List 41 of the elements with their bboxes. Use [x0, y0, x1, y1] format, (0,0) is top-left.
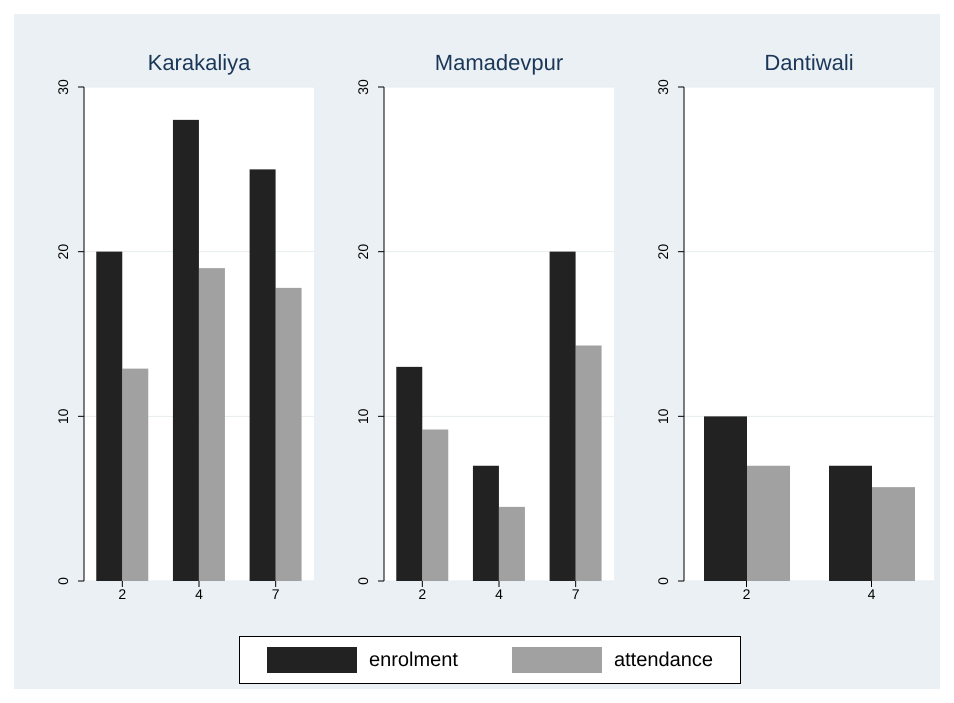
- y-tick-label: 10: [55, 408, 71, 424]
- y-tick-label: 0: [55, 576, 71, 585]
- y-tick-label: 0: [655, 576, 671, 585]
- chart-title: Karakaliya: [148, 50, 250, 75]
- x-tick-label: 4: [495, 586, 504, 602]
- bar: [396, 366, 422, 581]
- y-tick-label: 30: [355, 79, 371, 95]
- bar: [422, 430, 448, 581]
- y-tick-label: 10: [355, 408, 371, 424]
- x-tick-label: 2: [418, 586, 426, 602]
- y-tick-label: 30: [655, 79, 671, 95]
- bar: [829, 466, 872, 581]
- y-tick-label: 10: [655, 408, 671, 424]
- chart-title: Mamadevpur: [434, 50, 564, 75]
- bar: [472, 466, 499, 581]
- y-tick-label: 20: [55, 244, 71, 260]
- y-tick-label: 20: [355, 244, 371, 260]
- x-tick-label: 7: [272, 586, 280, 602]
- bar: [576, 346, 602, 581]
- bar: [747, 466, 790, 581]
- bar: [498, 506, 525, 581]
- bar: [872, 487, 915, 581]
- y-tick-label: 0: [355, 576, 371, 585]
- bar: [172, 120, 199, 581]
- x-tick-label: 2: [118, 586, 126, 602]
- legend-label: attendance: [614, 648, 713, 672]
- bar: [550, 252, 576, 581]
- chart-title: Dantiwali: [764, 50, 854, 75]
- x-tick-label: 4: [868, 586, 876, 602]
- bar: [122, 368, 148, 581]
- x-tick-label: 7: [572, 586, 580, 602]
- bar: [198, 268, 225, 581]
- x-tick-label: 2: [742, 586, 751, 602]
- legend-label: enrolment: [369, 648, 458, 672]
- y-tick-label: 20: [655, 244, 671, 260]
- x-tick-label: 4: [195, 586, 204, 602]
- bar: [96, 252, 122, 581]
- y-tick-label: 30: [55, 79, 71, 95]
- bar: [276, 288, 302, 581]
- bar: [704, 416, 747, 581]
- bar: [250, 169, 276, 581]
